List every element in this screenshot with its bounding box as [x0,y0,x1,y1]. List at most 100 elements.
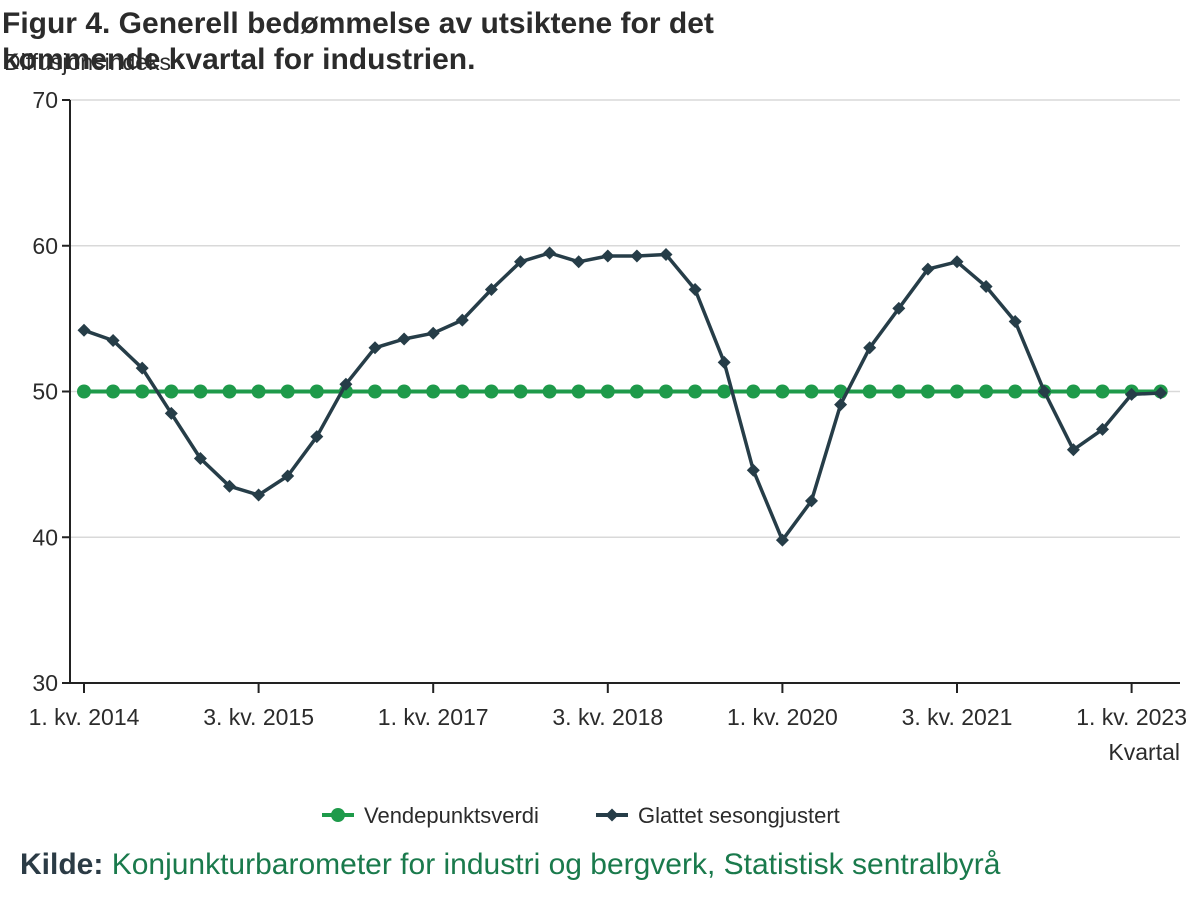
data-point [1125,387,1139,401]
data-point [543,246,557,260]
data-point [77,384,91,399]
data-point [106,333,120,347]
data-point [950,384,964,399]
data-point [484,384,499,399]
chart-title: Figur 4. Generell bedømmelse av utsikten… [2,7,714,76]
data-point [717,355,731,369]
legend-label: Vendepunktsverdi [364,803,539,828]
x-tick-label: 3. kv. 2021 [902,704,1013,730]
data-point [310,430,324,444]
data-point [746,463,760,477]
data-point [514,255,527,269]
y-tick-label: 60 [32,233,58,259]
y-tick-label: 70 [32,87,58,113]
data-point [1096,422,1109,436]
data-point [368,341,382,355]
data-point [921,262,935,276]
data-point [659,247,673,261]
data-point [717,384,732,399]
legend-item: Vendepunktsverdi [322,803,539,828]
data-point [1095,384,1110,399]
data-point [106,384,121,399]
data-point [601,249,615,263]
data-point [397,384,412,399]
series-layer [77,246,1168,547]
data-point [135,384,150,399]
data-point [863,341,877,355]
data-point [484,282,498,296]
data-point [892,301,906,315]
y-tick-label: 40 [32,524,58,550]
x-axis-label: Kvartal [1108,739,1180,765]
data-point [455,384,470,399]
data-point [164,406,178,420]
x-axis-ticks: 1. kv. 2014 3. kv. 2015 1. kv. 2017 3. kv. … [29,683,1187,730]
data-point [950,255,964,269]
data-point [1066,384,1081,399]
x-tick-label: 3. kv. 2018 [552,704,663,730]
data-point [223,479,236,493]
data-point [339,377,353,391]
source-label: Kilde: [20,848,104,881]
source-text: Konjunkturbarometer for industri og berg… [111,848,1001,881]
data-point [426,326,440,340]
data-point [659,384,673,399]
data-point [891,384,906,399]
data-point [1066,443,1080,457]
data-point [164,384,179,399]
data-point [775,384,790,399]
data-point [805,494,818,508]
data-point [193,384,208,399]
legend-item: Glattet sesongjustert [596,803,840,828]
data-point [251,384,266,399]
series-line [83,251,1161,542]
data-point [571,384,586,399]
data-point [834,398,848,412]
series-glattet-sesongjustert [77,246,1168,547]
data-point [193,452,207,466]
y-axis-ticks: 30 40 50 60 70 [32,87,70,696]
legend-label: Glattet sesongjustert [638,803,840,828]
data-point [542,384,557,399]
data-point [222,384,237,399]
data-point [775,533,789,547]
data-point [630,249,644,263]
data-point [513,384,528,399]
legend-swatch-marker [605,808,619,822]
data-point [455,313,469,327]
y-axis-label: Diffusjonsindeks [4,49,171,75]
y-tick-label: 30 [32,670,58,696]
data-point [1008,315,1022,329]
data-point [804,384,819,399]
data-point [309,384,324,399]
legend: Vendepunktsverdi Glattet sesongjustert [322,803,840,828]
data-point [862,384,877,399]
data-point [281,469,295,483]
data-point [252,488,266,502]
y-tick-label: 50 [32,379,58,405]
source-line: Kilde: Konjunkturbarometer for industri … [20,848,1000,882]
data-point [77,323,91,337]
x-tick-label: 1. kv. 2017 [378,704,489,730]
data-point [1008,384,1023,399]
data-point [688,384,703,399]
x-tick-label: 3. kv. 2015 [203,704,314,730]
data-point [688,282,702,296]
data-point [135,361,149,375]
data-point [979,384,994,399]
data-point [426,384,441,399]
data-point [280,384,295,399]
series-vendepunktsverdi [77,384,1168,399]
data-point [600,384,615,399]
x-tick-label: 1. kv. 2023 [1076,704,1187,730]
x-tick-label: 1. kv. 2020 [727,704,838,730]
data-point [1037,385,1051,398]
x-tick-label: 1. kv. 2014 [29,704,140,730]
data-point [920,384,935,399]
data-point [979,280,993,294]
data-point [746,384,761,399]
data-point [368,384,382,399]
data-point [629,384,644,399]
legend-swatch-marker [331,808,345,822]
